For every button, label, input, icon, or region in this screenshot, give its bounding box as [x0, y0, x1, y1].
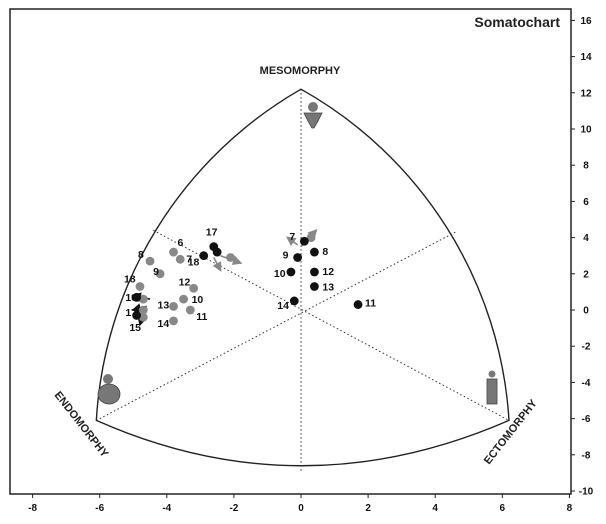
- series-1-point-6: [189, 283, 199, 293]
- x-tick-label: -6: [95, 503, 104, 514]
- series-2-point-label: 8: [322, 246, 328, 258]
- series-1-point-3: [145, 256, 155, 266]
- series-1-point-8: [169, 301, 178, 311]
- series-2-point-label: 12: [322, 266, 334, 278]
- series-2-point-5: [293, 253, 303, 262]
- series-2-point-label: 14: [277, 300, 289, 312]
- y-tick-label: 2: [583, 269, 589, 280]
- series-1-point-label: 13: [158, 299, 170, 311]
- series-1-point-label: 11: [196, 311, 207, 323]
- series-1-point-13: [138, 312, 148, 322]
- y-tick-label: 10: [580, 125, 592, 136]
- series-1-point-label: 12: [179, 276, 191, 288]
- series-2-point-label: 10: [274, 268, 286, 280]
- x-tick-label: 8: [567, 503, 573, 514]
- series-1-point-label: 18: [124, 273, 136, 285]
- series-2-point-9: [310, 282, 319, 291]
- series-2-point-10: [289, 296, 299, 306]
- y-tick-label: 14: [580, 52, 592, 63]
- series-1-point-11: [138, 294, 148, 304]
- series-1-point-label: 14: [158, 318, 170, 330]
- series-1-point-2: [175, 254, 185, 264]
- y-tick-label: -4: [582, 378, 591, 389]
- series-2-point-13: [132, 311, 142, 320]
- series-1-point-10: [169, 316, 178, 326]
- x-tick-label: -4: [162, 503, 171, 514]
- series-1-point-15: [226, 253, 235, 262]
- series-2-point-2: [199, 251, 209, 261]
- plot-frame: [9, 8, 572, 495]
- y-tick-label: -8: [582, 450, 591, 461]
- series-1-point-9: [185, 305, 195, 315]
- y-tick-label: 6: [583, 197, 589, 208]
- series-2-point-8: [310, 267, 319, 277]
- mesomorph-figure-icon: [303, 102, 323, 129]
- series-2-point-6: [310, 247, 319, 257]
- y-tick-label: -10: [579, 487, 594, 498]
- series-1-point-14: [306, 233, 316, 243]
- y-tick-label: 16: [580, 16, 592, 27]
- left-edge-guide: [96, 89, 301, 420]
- x-tick-label: -2: [229, 503, 238, 514]
- series-1-point-label: 9: [153, 266, 159, 278]
- y-tick-label: 8: [583, 161, 589, 172]
- series-1-point-label: 6: [178, 237, 184, 249]
- series-1-point-5: [135, 282, 145, 291]
- series-1-point-4: [155, 269, 165, 279]
- series-1-point-label: 10: [192, 294, 204, 306]
- chart-title: Somatochart: [474, 14, 560, 30]
- series-2-point-label: 17: [206, 227, 218, 239]
- x-tick-label: 2: [365, 503, 371, 514]
- x-tick-label: -8: [28, 503, 37, 514]
- series-1-point-label: 8: [138, 249, 144, 261]
- x-tick-label: 6: [500, 503, 506, 514]
- axis-title-mesomorphy: MESOMORPHY: [260, 65, 341, 77]
- endomorph-figure-icon: [97, 374, 121, 405]
- ectomorph-figure-icon: [486, 370, 498, 405]
- trend-arrow: [212, 257, 222, 272]
- y-tick-label: -6: [582, 414, 591, 425]
- series-1-point-label: 7: [186, 253, 192, 265]
- somatochart-frame: [95, 88, 510, 467]
- series-2-point-3: [212, 247, 222, 257]
- y-tick-label: 12: [580, 88, 592, 99]
- y-tick-label: 0: [583, 306, 589, 317]
- y-tick-label: 4: [583, 233, 589, 244]
- series-1-point-label: 16: [125, 292, 137, 304]
- series-2-point-label: 9: [283, 250, 289, 262]
- series-2-point-4: [299, 236, 309, 246]
- x-tick-label: 0: [298, 503, 304, 514]
- series-2-point-12: [132, 292, 142, 302]
- series-2-point-label: 7: [289, 231, 295, 243]
- series-1-point-12: [138, 305, 148, 315]
- left-diagonal-line: [153, 229, 510, 421]
- series-1-point-label: 15: [129, 322, 141, 334]
- trend-arrow: [286, 236, 299, 246]
- series-1-point-label: 17: [125, 307, 137, 319]
- series-2-point-label: 11: [365, 298, 376, 310]
- y-tick-label: -2: [582, 342, 591, 353]
- series-2-point-11: [353, 300, 363, 309]
- axis-title-ectomorphy: ECTOMORPHY: [482, 397, 540, 467]
- series-1-point-7: [179, 294, 188, 304]
- series-2-point-label: 18: [188, 257, 200, 269]
- x-tick-label: 4: [432, 503, 438, 514]
- series-1-point-1: [169, 247, 178, 257]
- series-2-point-7: [286, 267, 296, 277]
- series-2-point-label: 13: [322, 281, 334, 293]
